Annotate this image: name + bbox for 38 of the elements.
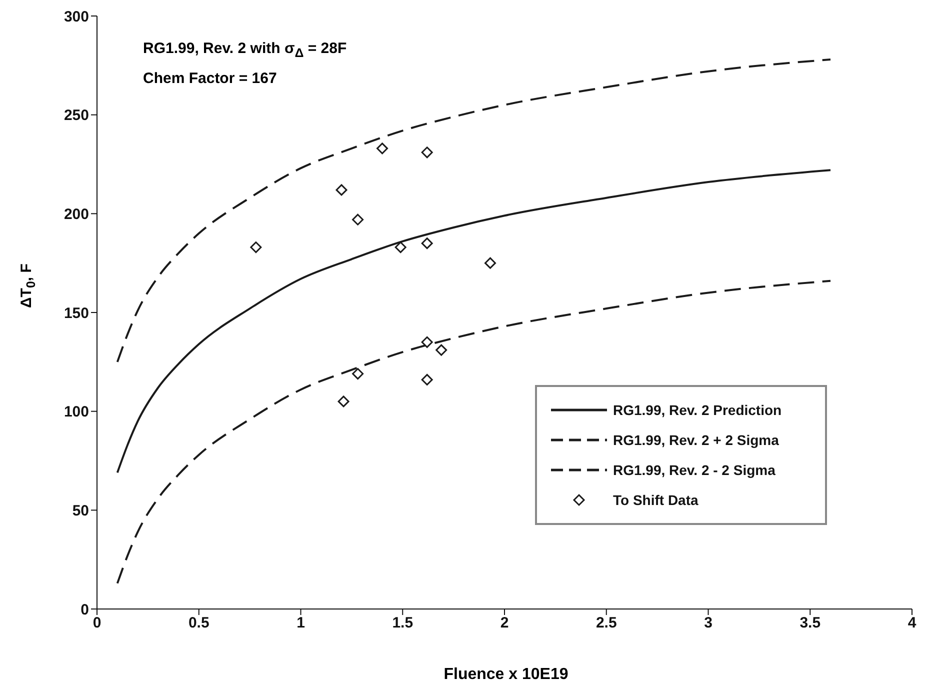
x-tick-label: 3 <box>704 614 712 632</box>
y-tick-label: 250 <box>64 107 89 124</box>
x-tick-label: 0 <box>92 614 102 632</box>
point <box>352 214 364 226</box>
annotation: RG1.99, Rev. 2 with σ$_{Δ}$ = 28F <box>143 39 347 62</box>
line-series <box>116 280 832 584</box>
y-tick-label: 150 <box>64 304 89 322</box>
x-tick-label: 2 <box>500 614 509 632</box>
point <box>421 146 433 158</box>
x-tick-label: 2.5 <box>596 614 617 632</box>
y-tick-label: 0 <box>80 601 89 618</box>
y-tick-label: 50 <box>72 502 89 520</box>
point <box>394 242 406 254</box>
point <box>338 396 350 408</box>
point <box>421 374 433 386</box>
annotation: Chem Factor = 167 <box>143 69 278 89</box>
legend-label: RG1.99, Rev. 2 + 2 Sigma <box>613 431 779 450</box>
x-tick-label: 3.5 <box>800 614 821 632</box>
y-tick-label: 200 <box>64 206 89 223</box>
x-axis-title: Fluence x 10E19 <box>442 666 570 684</box>
legend-label: RG1.99, Rev. 2 Prediction <box>613 401 782 420</box>
point <box>421 336 433 348</box>
point <box>250 242 262 254</box>
line-series <box>116 58 832 363</box>
x-tick-label: 4 <box>908 614 917 632</box>
x-tick-label: 1.5 <box>392 614 414 632</box>
legend-label: To Shift Data <box>613 491 698 510</box>
legend-label: RG1.99, Rev. 2 - 2 Sigma <box>613 461 776 480</box>
point <box>376 142 388 154</box>
point <box>336 184 348 196</box>
point <box>436 344 448 356</box>
point <box>484 257 496 269</box>
x-tick-label: 0.5 <box>188 614 210 632</box>
y-tick-label: 300 <box>64 8 89 26</box>
y-tick-label: 100 <box>64 404 89 421</box>
point <box>421 238 433 250</box>
point <box>352 368 364 380</box>
x-tick-label: 1 <box>296 614 305 632</box>
